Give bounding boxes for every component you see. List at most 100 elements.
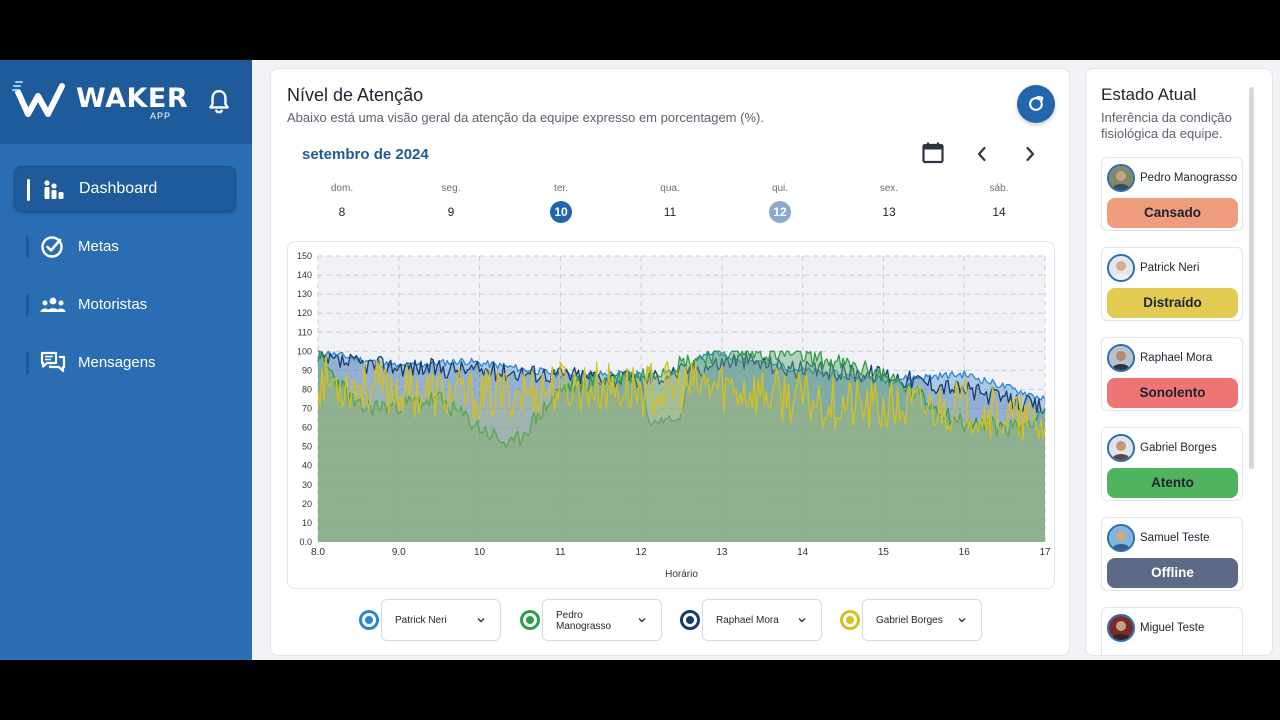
nav-indicator (26, 352, 29, 374)
avatar (1107, 524, 1135, 552)
person-card[interactable]: Raphael Mora Sonolento (1101, 337, 1243, 411)
person-card[interactable]: Samuel Teste Offline (1101, 517, 1243, 591)
next-week-button[interactable] (1019, 143, 1041, 165)
y-tick-label: 60 (302, 423, 312, 433)
day-sun[interactable]: dom. 8 (312, 183, 372, 223)
calendar-button[interactable] (921, 141, 945, 165)
chat-icon (40, 351, 66, 373)
x-tick-label: 15 (878, 547, 890, 558)
y-tick-label: 130 (297, 289, 312, 299)
check-circle-icon (41, 236, 63, 258)
sidebar-item-label: Metas (78, 238, 119, 255)
day-number: 8 (338, 205, 346, 219)
day-number: 13 (882, 205, 896, 219)
day-name: seg. (441, 183, 461, 194)
series-area (318, 355, 1045, 542)
y-tick-label: 140 (297, 270, 312, 280)
x-tick-label: 14 (797, 547, 809, 558)
avatar-person-icon (1109, 256, 1133, 280)
prev-week-button[interactable] (971, 143, 993, 165)
series-line (317, 355, 1046, 441)
y-tick-label: 80 (302, 384, 312, 394)
avatar (1107, 614, 1135, 642)
sidebar-item-label: Dashboard (79, 180, 158, 197)
active-indicator (27, 179, 30, 201)
day-wed[interactable]: qua. 11 (640, 183, 700, 223)
avatar-person-icon (1109, 346, 1133, 370)
legend-select[interactable]: Gabriel Borges (862, 599, 982, 641)
person-card[interactable]: Miguel Teste (1101, 607, 1243, 655)
person-name: Pedro Manograsso (1140, 172, 1238, 184)
y-tick-label: 30 (302, 480, 312, 490)
logo-text: WAKER (76, 83, 189, 114)
panel-title: Estado Atual (1101, 85, 1197, 104)
day-tue[interactable]: ter. 10 (531, 183, 591, 223)
day-name: qui. (771, 183, 789, 194)
person-card[interactable]: Patrick Neri Distraído (1101, 247, 1243, 321)
sidebar-item-mensagens[interactable]: Mensagens (14, 340, 236, 386)
x-tick-label: 16 (959, 547, 971, 558)
y-tick-label: 120 (297, 308, 312, 318)
day-name: sáb. (989, 183, 1009, 194)
legend-label: Patrick Neri (395, 615, 447, 626)
person-card[interactable]: Gabriel Borges Atento (1101, 427, 1243, 501)
status-badge: Distraído (1107, 288, 1238, 318)
sidebar-item-metas[interactable]: Metas (14, 224, 236, 270)
y-tick-label: 20 (302, 499, 312, 509)
panel-subtitle-line: fisiológica da equipe. (1101, 126, 1223, 141)
x-axis-label: Horário (665, 569, 698, 580)
chevron-down-icon (798, 618, 806, 623)
nav-indicator (26, 294, 29, 316)
person-name: Gabriel Borges (1140, 442, 1217, 454)
bar-chart-icon (44, 180, 64, 199)
legend-color-dot (359, 610, 379, 630)
day-number-selected: 10 (550, 201, 572, 223)
status-badge: Sonolento (1107, 378, 1238, 408)
avatar-person-icon (1109, 616, 1133, 640)
sidebar: WAKER APP Dashboard (0, 60, 252, 660)
day-sat[interactable]: sáb. 14 (969, 183, 1029, 223)
chevron-down-icon (477, 618, 485, 623)
person-card[interactable]: Pedro Manograsso Cansado (1101, 157, 1243, 231)
chevron-down-icon (958, 618, 966, 623)
person-name: Raphael Mora (1140, 352, 1213, 364)
day-number: 11 (663, 205, 677, 219)
day-name: qua. (660, 183, 680, 194)
sidebar-item-motoristas[interactable]: Motoristas (14, 282, 236, 328)
panel-scrollbar[interactable] (1249, 87, 1254, 469)
logo-mark-icon (12, 81, 65, 117)
x-tick-label: 8.0 (311, 547, 325, 558)
day-fri[interactable]: sex. 13 (859, 183, 919, 223)
series-line (317, 350, 1046, 448)
letterbox-top (0, 0, 1280, 60)
series-area (318, 352, 1045, 542)
sidebar-item-label: Motoristas (78, 296, 148, 313)
series-line (317, 351, 1046, 415)
series-area (318, 351, 1045, 542)
chevron-down-icon (638, 618, 646, 623)
y-tick-label: 40 (302, 461, 312, 471)
x-tick-label: 11 (555, 547, 566, 558)
day-mon[interactable]: seg. 9 (421, 183, 481, 223)
legend-color-dot (680, 610, 700, 630)
person-name: Miguel Teste (1140, 622, 1205, 634)
x-tick-label: 10 (474, 547, 486, 558)
sidebar-item-dashboard[interactable]: Dashboard (14, 166, 236, 212)
day-thu[interactable]: qui. 12 (750, 183, 810, 223)
y-tick-label: 0.0 (299, 537, 312, 547)
panel-subtitle: Inferência da condição fisiológica da eq… (1101, 110, 1251, 142)
avatar (1107, 344, 1135, 372)
legend-select[interactable]: Patrick Neri (381, 599, 501, 641)
avatar-person-icon (1109, 526, 1133, 550)
chevron-left-icon (977, 146, 986, 162)
refresh-button[interactable] (1017, 85, 1055, 123)
legend-select[interactable]: Raphael Mora (702, 599, 822, 641)
y-tick-label: 150 (297, 251, 312, 261)
users-icon (40, 297, 66, 312)
attention-chart: 0.0 10 20 30 40 50 60 70 80 90 100 110 120 130 140 150 8… (287, 241, 1055, 589)
sidebar-item-label: Mensagens (78, 354, 156, 371)
letterbox-bottom (0, 660, 1280, 720)
day-name: dom. (330, 183, 354, 194)
legend-select[interactable]: Pedro Manograsso (542, 599, 662, 641)
notifications-button[interactable] (206, 88, 232, 116)
